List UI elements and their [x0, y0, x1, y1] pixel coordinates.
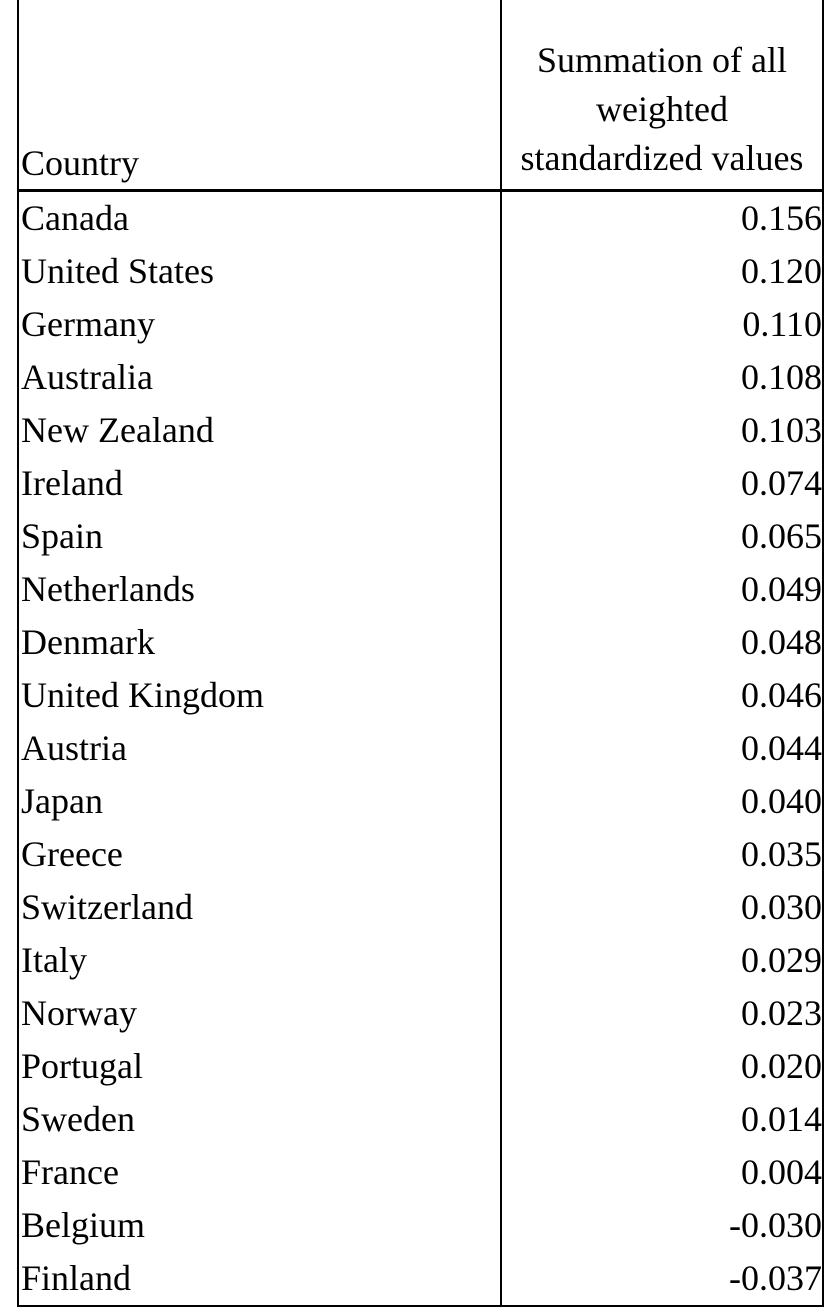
table-head: Country Summation of all weighted standa… — [17, 0, 824, 192]
country-cell: United States — [17, 244, 502, 298]
country-cell: Denmark — [17, 615, 502, 669]
table-container: Country Summation of all weighted standa… — [17, 0, 824, 1307]
table-row: New Zealand 0.103 — [17, 403, 824, 457]
country-cell: Spain — [17, 509, 502, 563]
value-cell: 0.044 — [500, 721, 824, 775]
value-cell: 0.023 — [500, 986, 824, 1040]
country-cell: Sweden — [17, 1092, 502, 1146]
table-row: Norway 0.023 — [17, 986, 824, 1040]
table-row: Belgium -0.030 — [17, 1198, 824, 1252]
country-cell: Switzerland — [17, 880, 502, 934]
value-cell: 0.048 — [500, 615, 824, 669]
country-cell: Austria — [17, 721, 502, 775]
table-row: France 0.004 — [17, 1145, 824, 1199]
country-cell: Italy — [17, 933, 502, 987]
country-cell: Australia — [17, 350, 502, 404]
value-cell: 0.040 — [500, 774, 824, 828]
country-cell: Germany — [17, 297, 502, 351]
table-row: Portugal 0.020 — [17, 1039, 824, 1093]
value-cell: 0.004 — [500, 1145, 824, 1199]
table-row: Ireland 0.074 — [17, 456, 824, 510]
value-cell: 0.108 — [500, 350, 824, 404]
table-row: Austria 0.044 — [17, 721, 824, 775]
data-table: Country Summation of all weighted standa… — [17, 0, 824, 1307]
value-cell: 0.020 — [500, 1039, 824, 1093]
table-row: Denmark 0.048 — [17, 615, 824, 669]
country-cell: Ireland — [17, 456, 502, 510]
value-cell: 0.110 — [500, 297, 824, 351]
table-row: Switzerland 0.030 — [17, 880, 824, 934]
value-cell: 0.029 — [500, 933, 824, 987]
table-row: Canada 0.156 — [17, 190, 824, 245]
value-cell: 0.046 — [500, 668, 824, 722]
country-cell: Norway — [17, 986, 502, 1040]
table-row: United States 0.120 — [17, 244, 824, 298]
value-cell: 0.065 — [500, 509, 824, 563]
value-cell: -0.030 — [500, 1198, 824, 1252]
country-cell: Netherlands — [17, 562, 502, 616]
value-cell: 0.014 — [500, 1092, 824, 1146]
value-cell: 0.103 — [500, 403, 824, 457]
header-row: Country Summation of all weighted standa… — [17, 0, 824, 192]
value-cell: 0.074 — [500, 456, 824, 510]
table-row: Australia 0.108 — [17, 350, 824, 404]
value-cell: 0.030 — [500, 880, 824, 934]
country-cell: United Kingdom — [17, 668, 502, 722]
header-cell: Summation of all weighted standardized v… — [500, 0, 824, 192]
table-row: Sweden 0.014 — [17, 1092, 824, 1146]
country-cell: France — [17, 1145, 502, 1199]
table-body: Canada 0.156 United States 0.120 Germany 0.11… — [17, 190, 824, 1307]
value-cell: 0.049 — [500, 562, 824, 616]
country-cell: Canada — [17, 190, 502, 245]
country-cell: Belgium — [17, 1198, 502, 1252]
table-row: Spain 0.065 — [17, 509, 824, 563]
table-row: Finland -0.037 — [17, 1251, 824, 1307]
table-row: Germany 0.110 — [17, 297, 824, 351]
value-cell: 0.120 — [500, 244, 824, 298]
country-cell: Finland — [17, 1251, 502, 1307]
value-cell: 0.035 — [500, 827, 824, 881]
table-row: Italy 0.029 — [17, 933, 824, 987]
table-row: Netherlands 0.049 — [17, 562, 824, 616]
country-cell: Japan — [17, 774, 502, 828]
header-cell: Country — [17, 0, 502, 192]
table-row: Greece 0.035 — [17, 827, 824, 881]
country-cell: Portugal — [17, 1039, 502, 1093]
country-cell: New Zealand — [17, 403, 502, 457]
table-row: United Kingdom 0.046 — [17, 668, 824, 722]
value-cell: 0.156 — [500, 190, 824, 245]
country-cell: Greece — [17, 827, 502, 881]
value-cell: -0.037 — [500, 1251, 824, 1307]
table-row: Japan 0.040 — [17, 774, 824, 828]
